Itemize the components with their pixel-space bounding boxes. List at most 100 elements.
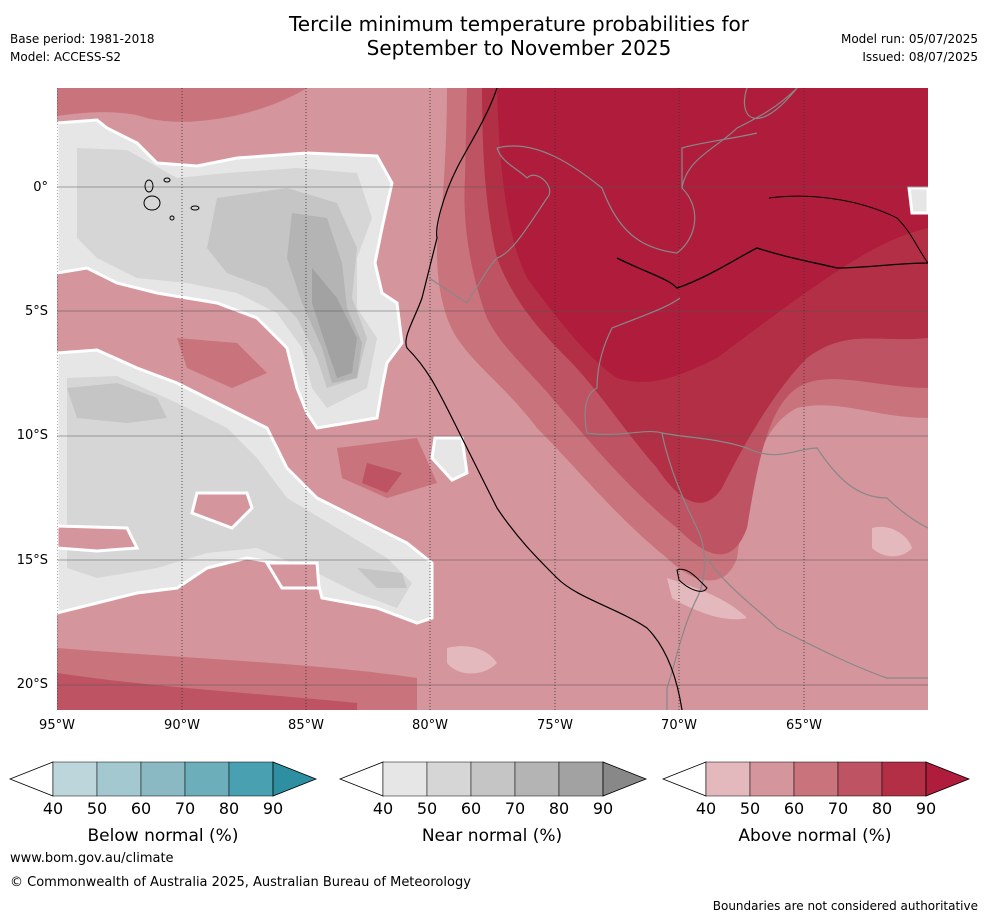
field-south-band-strong <box>57 673 357 710</box>
colorbar-tick-label: 80 <box>548 799 570 818</box>
colorbar-segment <box>705 761 751 797</box>
colorbar-label-below: Below normal (%) <box>87 826 239 846</box>
disclaimer: Boundaries are not considered authoritat… <box>712 899 978 913</box>
map-title-line1: Tercile minimum temperature probabilitie… <box>288 12 750 36</box>
graticule <box>57 186 928 686</box>
island-2 <box>163 177 171 183</box>
colorbar-tick-label: 50 <box>416 799 438 818</box>
border-colombia-peru-brazil <box>496 88 798 254</box>
border-north <box>743 88 798 119</box>
colorbar-segment <box>228 761 274 797</box>
colorbar-tick-label: 60 <box>130 799 152 818</box>
colorbar-tick-label: 70 <box>827 799 849 818</box>
ocean-above-60 <box>177 338 267 388</box>
near-normal-patch-east <box>907 186 928 215</box>
issued-date: Issued: 08/07/2025 <box>862 50 978 64</box>
colorbar-segment <box>184 761 230 797</box>
island-3 <box>190 205 200 211</box>
lon-label-70w: 70°W <box>661 718 697 733</box>
base-period: Base period: 1981-2018 <box>10 32 155 46</box>
near-normal-north-80 <box>312 268 357 378</box>
colorbar-tick-label: 60 <box>460 799 482 818</box>
colorbar-segment <box>837 761 883 797</box>
near-normal-south-patch <box>357 568 407 588</box>
colorbar-below-normal <box>8 761 318 797</box>
border-bolivia-argentina <box>706 557 928 679</box>
above-pocket-3 <box>264 561 321 590</box>
colorbar-tick-label: 70 <box>504 799 526 818</box>
galapagos-islands <box>143 177 200 221</box>
lon-label-75w: 75°W <box>537 718 573 733</box>
colorbar-tick-label: 80 <box>218 799 240 818</box>
map-title: Tercile minimum temperature probabilitie… <box>194 12 844 60</box>
island-5 <box>169 215 175 221</box>
copyright: © Commonwealth of Australia 2025, Austra… <box>10 875 471 890</box>
colorbar-tick-label: 90 <box>262 799 284 818</box>
lon-label-95w: 95°W <box>39 718 75 733</box>
colorbar-segment <box>793 761 839 797</box>
near-normal-patch-coast <box>430 436 469 482</box>
colorbar-tick-label: 50 <box>86 799 108 818</box>
colorbar-extend-low <box>8 761 54 797</box>
colorbar-segment <box>470 761 516 797</box>
colorbar-segment <box>881 761 927 797</box>
colorbar-segment <box>52 761 98 797</box>
river-north <box>768 195 928 264</box>
colorbar-segment <box>514 761 560 797</box>
colorbar-label-near: Near normal (%) <box>421 826 563 846</box>
coastal-light-pocket <box>447 646 497 674</box>
field-east-patch <box>846 445 928 562</box>
border-ecuador-peru <box>428 147 551 304</box>
lat-label-20s: 20°S <box>16 677 48 692</box>
colorbar-tick-label: 40 <box>695 799 717 818</box>
river-amazon <box>616 247 928 289</box>
lat-label-10s: 10°S <box>16 428 48 443</box>
border-chile-bolivia <box>666 597 698 710</box>
colorbar-extend-high <box>272 761 318 797</box>
meta-right: Model run: 05/07/2025 Issued: 08/07/2025 <box>841 30 978 66</box>
lat-label-15s: 15°S <box>16 553 48 568</box>
colorbar-label-above: Above normal (%) <box>738 826 892 846</box>
probability-map <box>57 88 928 710</box>
country-boundaries <box>428 88 928 710</box>
colorbar-tick-label: 50 <box>739 799 761 818</box>
colorbar-extend-low <box>661 761 707 797</box>
colorbar-segment <box>382 761 428 797</box>
lon-label-90w: 90°W <box>164 718 200 733</box>
meta-left: Base period: 1981-2018 Model: ACCESS-S2 <box>10 30 155 66</box>
field-east-patch-light <box>872 526 912 557</box>
colorbar-tick-label: 60 <box>783 799 805 818</box>
colorbar-segment <box>749 761 795 797</box>
model-name: Model: ACCESS-S2 <box>10 50 122 64</box>
colorbar-tick-label: 80 <box>871 799 893 818</box>
colorbar-segment <box>96 761 142 797</box>
island-4 <box>144 179 154 193</box>
coastline <box>405 88 683 710</box>
colorbar-extend-low <box>338 761 384 797</box>
lat-label-5s: 5°S <box>24 304 48 319</box>
lon-label-85w: 85°W <box>288 718 324 733</box>
lake-titicaca <box>676 568 708 592</box>
colorbar-segment <box>558 761 604 797</box>
model-run: Model run: 05/07/2025 <box>840 32 978 46</box>
map-title-line2: September to November 2025 <box>366 36 672 60</box>
colorbar-segment <box>426 761 472 797</box>
field-north-band <box>57 88 307 122</box>
above-pocket-1 <box>190 491 254 530</box>
border-colombia-brazil <box>681 132 758 188</box>
ocean-above-70 <box>362 463 402 493</box>
field-land-core <box>497 88 928 382</box>
border-peru-brazil-bolivia <box>584 297 706 599</box>
colorbar-segment <box>140 761 186 797</box>
site-url: www.bom.gov.au/climate <box>10 851 174 866</box>
andes-light-pocket <box>667 578 747 620</box>
colorbar-above-normal <box>661 761 971 797</box>
colorbar-tick-label: 40 <box>372 799 394 818</box>
colorbar-near-normal <box>338 761 648 797</box>
above-pocket-2 <box>57 524 140 553</box>
colorbar-tick-label: 70 <box>174 799 196 818</box>
colorbar-extend-high <box>602 761 648 797</box>
lat-label-0: 0° <box>33 180 48 195</box>
island-1 <box>143 195 161 211</box>
lon-label-65w: 65°W <box>786 718 822 733</box>
